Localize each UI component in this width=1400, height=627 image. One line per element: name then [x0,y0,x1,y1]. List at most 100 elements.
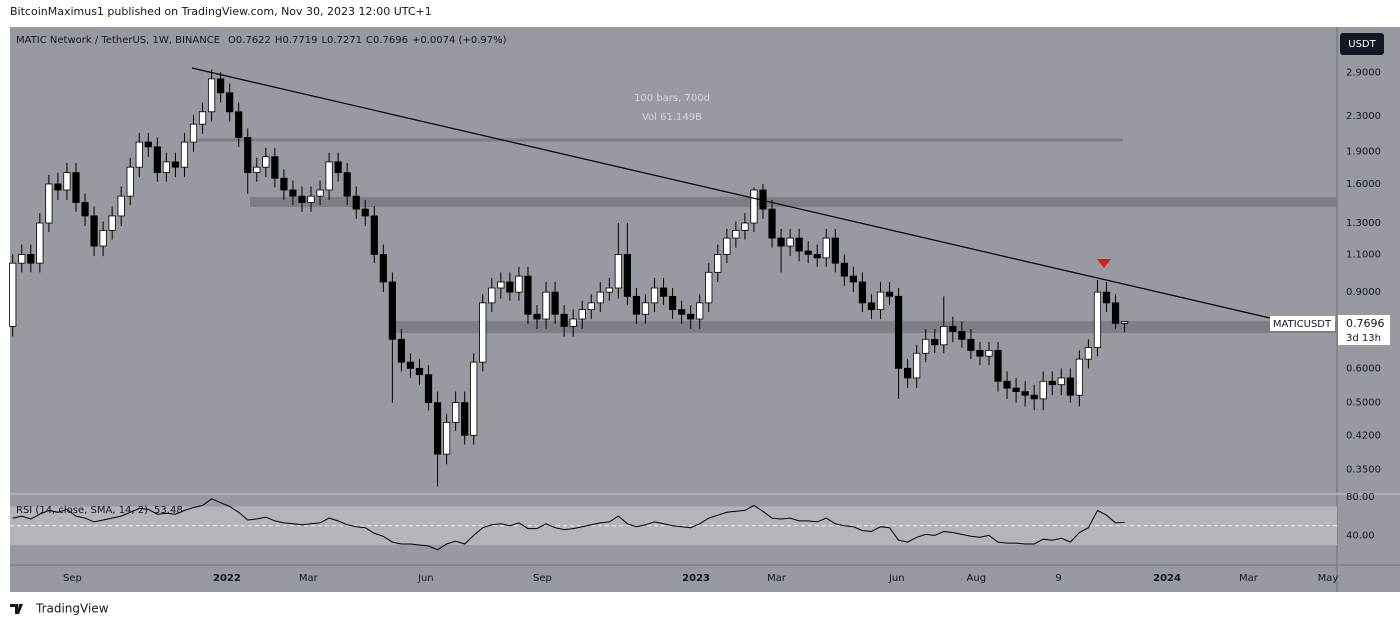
candle-body [714,254,722,273]
candle-body [153,146,161,174]
price-label-bg [1338,315,1390,345]
candle-body [913,352,921,379]
candle-body [189,123,198,143]
candle-body [162,161,170,174]
candle-body [840,262,848,277]
candle-body [470,361,478,436]
legend-header: MATIC Network / TetherUS, 1W, BINANCE O0.… [16,35,507,46]
candle-body [804,250,812,255]
symbol-label-bg [1270,316,1335,331]
candle-body [524,275,532,315]
x-tick-label: May [1318,573,1339,584]
candle-body [325,161,333,191]
ohlc-value: 0.7622 [235,35,271,46]
candle-body [343,172,351,197]
ohlc-item: H0.7719 [275,35,318,46]
candle-body [678,309,686,315]
candle-body [244,137,252,174]
candle-body [280,177,288,191]
candle-body [985,350,993,357]
x-tick-label: 2024 [1153,573,1181,584]
candle-body [316,189,324,197]
candle-body [723,237,731,255]
candle-body [397,338,406,363]
y-tick-label: 1.1000 [1346,249,1381,260]
candle-body [578,309,586,320]
candle-body [452,402,460,423]
support-zone [390,321,1337,333]
candle-body [967,338,975,351]
candle-body [1084,347,1093,360]
currency-button[interactable] [1340,33,1384,55]
candle-body [994,350,1002,382]
ohlc-label: C [366,35,373,46]
candle-body [298,195,306,203]
candle-body [587,302,595,311]
candle-body [352,195,360,210]
candle-body [117,195,125,217]
candle-body [786,237,794,247]
candle-body [90,215,98,247]
footer-brand: TradingView [35,602,109,616]
y-tick-label: 1.6000 [1346,179,1381,190]
candle-body [542,291,550,320]
rsi-header: RSI (14, close, SMA, 14, 2) 53.48 [16,505,183,516]
candle-body [904,367,912,379]
candle-body [641,302,650,315]
candle-body [27,254,35,264]
ohlc-label: H [274,35,283,46]
candle-body [705,271,713,304]
candle-body [795,237,803,252]
rsi-title: RSI (14, close, SMA, 14, 2) [16,505,149,516]
candle-body [650,287,659,304]
ohlc-label: O [228,35,236,46]
candle-body [768,208,776,239]
x-tick-label: 2022 [213,573,241,584]
candle-body [858,281,867,304]
y-tick-label: 0.5000 [1346,398,1381,409]
candle-body [931,338,939,346]
candle-body [605,287,613,293]
candle-body [370,215,378,255]
rsi-line [12,498,1125,551]
candle-body [777,237,785,247]
x-tick-label: Jun [888,573,905,584]
candle-body [479,302,487,363]
y-tick-label: 0.6000 [1346,363,1381,374]
ohlc-item: O0.7622 [228,35,271,46]
candle-body [1075,358,1083,396]
candle-body [560,313,568,327]
candle-body [108,215,116,231]
rsi-tick-label: 40.00 [1346,530,1375,541]
candle-body [551,291,559,315]
x-tick-label: Aug [967,573,987,584]
candle-body [198,111,207,125]
candle-body [1021,391,1029,396]
candle-body [424,374,433,403]
x-tick-label: Sep [533,573,552,584]
candle-body [379,254,387,283]
candle-body [217,78,225,94]
candle-body [144,141,152,148]
candle-body [488,287,496,304]
candle-body [9,262,17,327]
y-tick-label: 2.3000 [1346,111,1381,122]
candle-body [741,222,749,231]
candle-body [1111,302,1120,324]
candle-body [1120,321,1129,324]
y-tick-label: 1.9000 [1346,147,1381,158]
candle-body [596,291,604,304]
ohlc-value: 0.7696 [373,35,408,46]
candle-body [99,229,107,247]
candle-body [334,161,342,174]
currency-label: USDT [1348,39,1376,50]
marker-arrow [1097,259,1111,268]
logo [10,604,23,614]
candle-body [289,189,297,197]
candle-body [1003,380,1011,389]
candle-body [750,189,758,224]
candle-body [614,254,622,289]
x-tick-label: Mar [299,573,319,584]
candle-body [976,350,984,357]
